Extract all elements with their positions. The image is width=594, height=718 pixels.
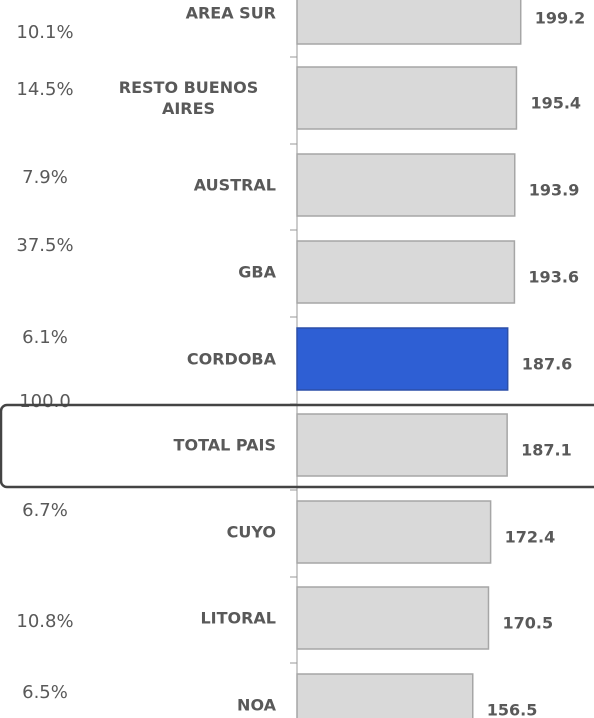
share-label: 14.5%	[16, 79, 73, 100]
bar	[296, 500, 492, 564]
category-label-box: NOA	[46, 695, 276, 716]
share-label: 100.0	[19, 391, 71, 412]
value-label: 199.2	[535, 9, 586, 28]
category-label: RESTO BUENOS AIRES	[118, 78, 259, 118]
bar	[296, 327, 509, 391]
bar	[296, 673, 474, 718]
category-label: AREA SUR	[185, 3, 276, 23]
category-label-box: AUSTRAL	[46, 175, 276, 196]
share-label: 6.7%	[22, 500, 68, 521]
bar	[296, 66, 518, 130]
share-label: 6.5%	[22, 682, 68, 703]
share-label: 10.1%	[16, 22, 73, 43]
ticks	[290, 56, 297, 664]
bar	[296, 586, 490, 650]
category-label: TOTAL PAIS	[173, 435, 276, 455]
category-label-box: RESTO BUENOS AIRES	[46, 77, 276, 119]
value-label: 170.5	[502, 614, 553, 633]
value-label: 193.9	[529, 181, 580, 200]
value-label: 172.4	[505, 528, 556, 547]
bar	[296, 413, 508, 477]
category-label: AUSTRAL	[193, 175, 276, 195]
value-label: 195.4	[530, 94, 581, 113]
category-label: GBA	[238, 262, 276, 282]
share-label: 37.5%	[16, 235, 73, 256]
bar	[296, 240, 516, 304]
value-label: 156.5	[487, 701, 538, 718]
highlight-box	[0, 403, 594, 489]
category-label-box: AREA SUR	[46, 3, 276, 24]
value-label: 187.6	[522, 355, 573, 374]
category-label-box: LITORAL	[46, 608, 276, 629]
category-label-box: TOTAL PAIS	[46, 435, 276, 456]
value-label: 187.1	[521, 441, 572, 460]
category-label: LITORAL	[200, 608, 276, 628]
category-label: CUYO	[226, 522, 276, 542]
value-label: 193.6	[528, 268, 579, 287]
category-label-box: CORDOBA	[46, 349, 276, 370]
category-label-box: GBA	[46, 262, 276, 283]
bar	[296, 0, 522, 45]
category-label: NOA	[237, 695, 276, 715]
bar	[296, 153, 516, 217]
share-label: 10.8%	[16, 611, 73, 632]
category-label-box: CUYO	[46, 522, 276, 543]
share-label: 6.1%	[22, 327, 68, 348]
share-label: 7.9%	[22, 167, 68, 188]
category-label: CORDOBA	[186, 349, 276, 369]
